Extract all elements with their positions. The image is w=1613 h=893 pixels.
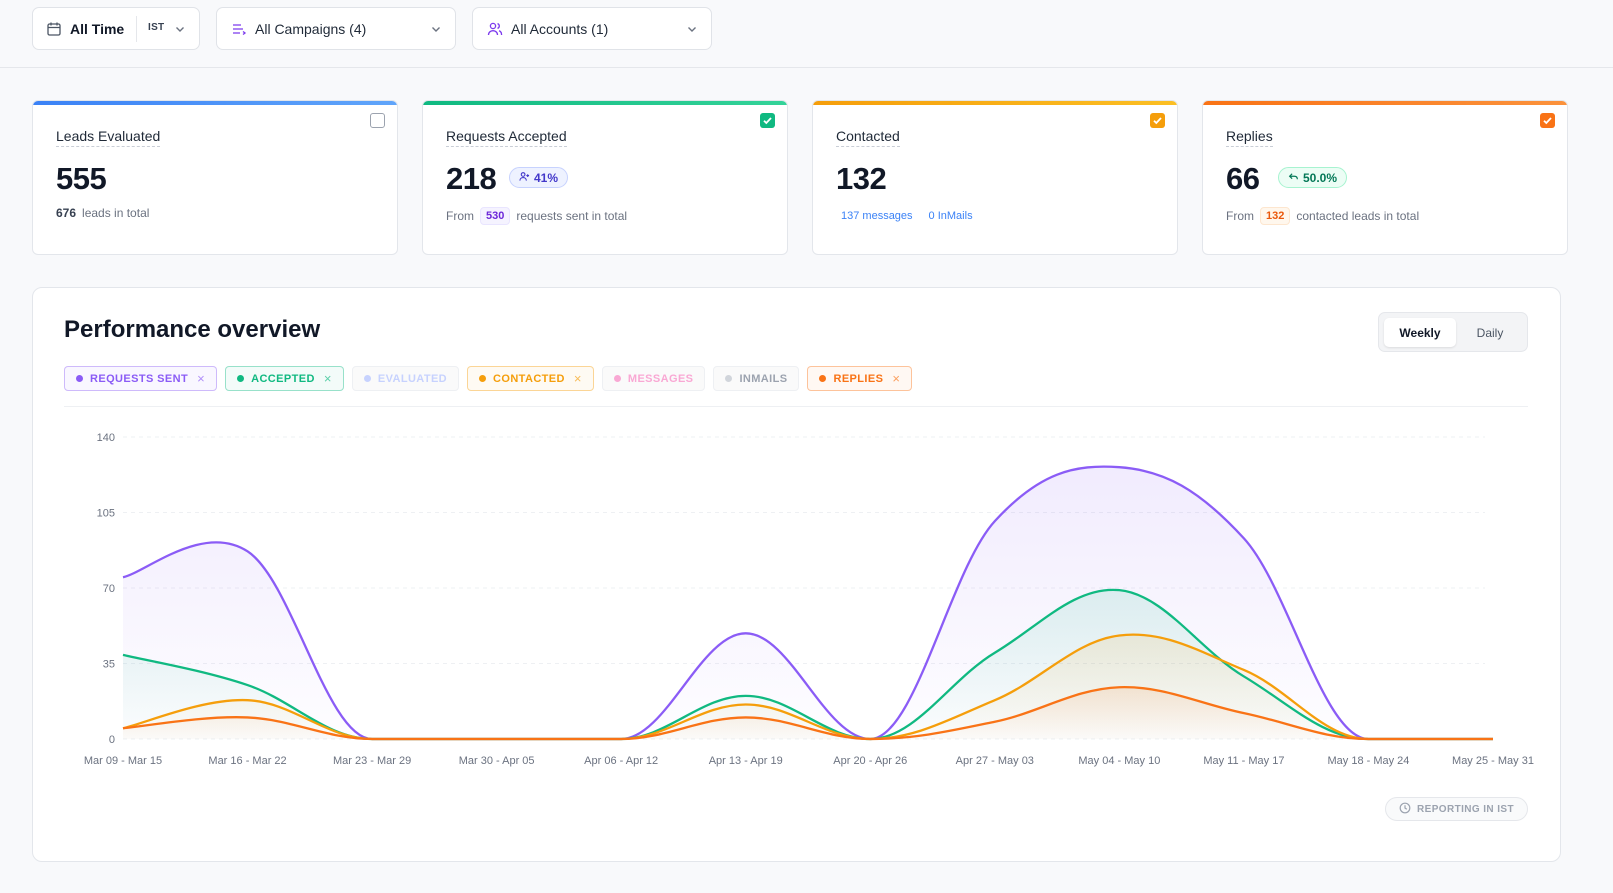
user-plus-icon [519, 171, 530, 185]
card-checkbox[interactable] [760, 113, 775, 128]
legend-label: REQUESTS SENT [90, 372, 189, 385]
card-contacted: Contacted 132 137 messages 0 InMails [812, 100, 1178, 255]
legend-chip-contacted[interactable]: CONTACTED × [467, 366, 594, 391]
remove-series-icon[interactable]: × [892, 371, 901, 386]
legend-chip-replies[interactable]: REPLIES × [807, 366, 913, 391]
card-value: 132 [836, 161, 887, 196]
card-title: Leads Evaluated [56, 128, 161, 147]
chevron-down-icon [429, 22, 443, 36]
legend-dot [819, 375, 827, 382]
card-checkbox[interactable] [1540, 113, 1555, 128]
campaigns-filter[interactable]: All Campaigns (4) [216, 7, 456, 50]
card-title: Requests Accepted [446, 128, 567, 147]
card-title: Replies [1226, 128, 1273, 147]
reply-icon [1288, 171, 1299, 185]
remove-series-icon[interactable]: × [323, 371, 332, 386]
remove-series-icon[interactable]: × [573, 371, 582, 386]
card-value: 218 [446, 161, 497, 196]
x-tick-label: Apr 13 - Apr 19 [709, 755, 783, 767]
x-tick-label: May 25 - May 31 [1452, 755, 1534, 767]
legend-dot [613, 375, 621, 382]
legend-dot [76, 375, 83, 382]
card-leads-evaluated: Leads Evaluated 555 676 leads in total [32, 100, 398, 255]
requests-sent-number: 530 [480, 207, 511, 225]
y-tick-label: 70 [103, 583, 115, 595]
legend-dot [363, 375, 371, 382]
date-range-label: All Time [70, 20, 125, 37]
x-tick-label: Apr 27 - May 03 [956, 755, 1034, 767]
list-filter-icon [231, 21, 247, 37]
reporting-timezone-badge: REPORTING IN IST [1385, 797, 1528, 821]
legend-label: CONTACTED [493, 372, 565, 385]
series-legend: REQUESTS SENT × ACCEPTED × EVALUATED CONTACTE… [64, 366, 913, 391]
card-replies: Replies 66 50.0% From 132 contacted lead… [1202, 100, 1568, 255]
messages-count: 137 messages [841, 210, 913, 222]
daily-option[interactable]: Daily [1476, 325, 1504, 340]
accounts-filter[interactable]: All Accounts (1) [472, 7, 712, 50]
legend-dot [725, 375, 733, 382]
panel-title: Performance overview [64, 316, 321, 343]
series-line-replies[interactable] [122, 686, 1493, 741]
card-subtext: From 530 requests sent in total [446, 207, 628, 225]
y-tick-label: 140 [97, 432, 115, 444]
legend-label: ACCEPTED [251, 372, 315, 385]
period-toggle: Weekly Daily [1378, 312, 1528, 352]
legend-chip-requests-sent[interactable]: REQUESTS SENT × [64, 366, 218, 391]
card-title: Contacted [836, 128, 900, 147]
chevron-down-icon [685, 22, 699, 36]
leads-total-number: 676 [56, 206, 77, 220]
x-tick-label: Mar 23 - Mar 29 [333, 755, 411, 767]
x-tick-label: May 18 - May 24 [1327, 755, 1409, 767]
x-tick-label: May 11 - May 17 [1203, 755, 1284, 767]
x-tick-label: May 04 - May 10 [1078, 755, 1160, 767]
card-subtext: 676 leads in total [56, 206, 150, 220]
legend-label: REPLIES [833, 372, 884, 385]
date-range-filter[interactable]: All Time IST [32, 7, 200, 50]
card-checkbox[interactable] [1150, 113, 1165, 128]
legend-chip-inmails[interactable]: INMAILS [713, 366, 800, 391]
contacted-leads-number: 132 [1260, 207, 1291, 225]
card-value: 555 [56, 161, 107, 196]
legend-label: INMAILS [739, 372, 788, 385]
legend-chip-evaluated[interactable]: EVALUATED [351, 366, 460, 391]
accounts-label: All Accounts (1) [511, 20, 609, 37]
x-tick-label: Mar 09 - Mar 15 [84, 755, 162, 767]
chevron-down-icon [173, 22, 187, 36]
calendar-icon [46, 21, 62, 37]
clock-icon [1399, 802, 1411, 817]
card-requests-accepted: Requests Accepted 218 41% From 530 reque… [422, 100, 788, 255]
x-tick-label: Apr 06 - Apr 12 [584, 755, 658, 767]
users-icon [487, 21, 503, 37]
filter-bar: All Time IST All Campaigns (4) All Accou… [0, 0, 1613, 68]
legend-label: MESSAGES [627, 372, 694, 385]
card-subtext: From 132 contacted leads in total [1226, 207, 1420, 225]
series-line-requests-sent[interactable] [122, 465, 1493, 741]
y-tick-label: 105 [97, 508, 115, 520]
campaigns-label: All Campaigns (4) [255, 20, 367, 37]
legend-chip-messages[interactable]: MESSAGES [601, 366, 706, 391]
y-tick-label: 35 [103, 659, 115, 671]
legend-dot [479, 375, 487, 382]
card-value: 66 [1226, 161, 1260, 196]
legend-label: EVALUATED [377, 372, 448, 385]
y-tick-label: 0 [109, 734, 115, 746]
series-area-replies [123, 687, 1493, 739]
reply-rate-badge: 50.0% [1278, 167, 1348, 188]
x-tick-label: Apr 20 - Apr 26 [833, 755, 907, 767]
acceptance-rate-badge: 41% [509, 167, 569, 188]
inmails-count: 0 InMails [928, 210, 973, 222]
weekly-option[interactable]: Weekly [1384, 318, 1456, 347]
x-tick-label: Mar 16 - Mar 22 [208, 755, 286, 767]
remove-series-icon[interactable]: × [197, 371, 206, 386]
x-tick-label: Mar 30 - Apr 05 [459, 755, 535, 767]
legend-chip-accepted[interactable]: ACCEPTED × [225, 366, 344, 391]
timezone-label[interactable]: IST [148, 22, 165, 33]
card-subtext: 137 messages 0 InMails [841, 210, 973, 222]
performance-chart: 0 35 70 105 140 Mar 09 - Mar 15 Mar 16 - Mar 2… [84, 432, 1534, 767]
legend-dot [237, 375, 245, 382]
card-checkbox[interactable] [370, 113, 385, 128]
performance-panel: Performance overview Weekly Daily REQUES… [32, 287, 1561, 862]
